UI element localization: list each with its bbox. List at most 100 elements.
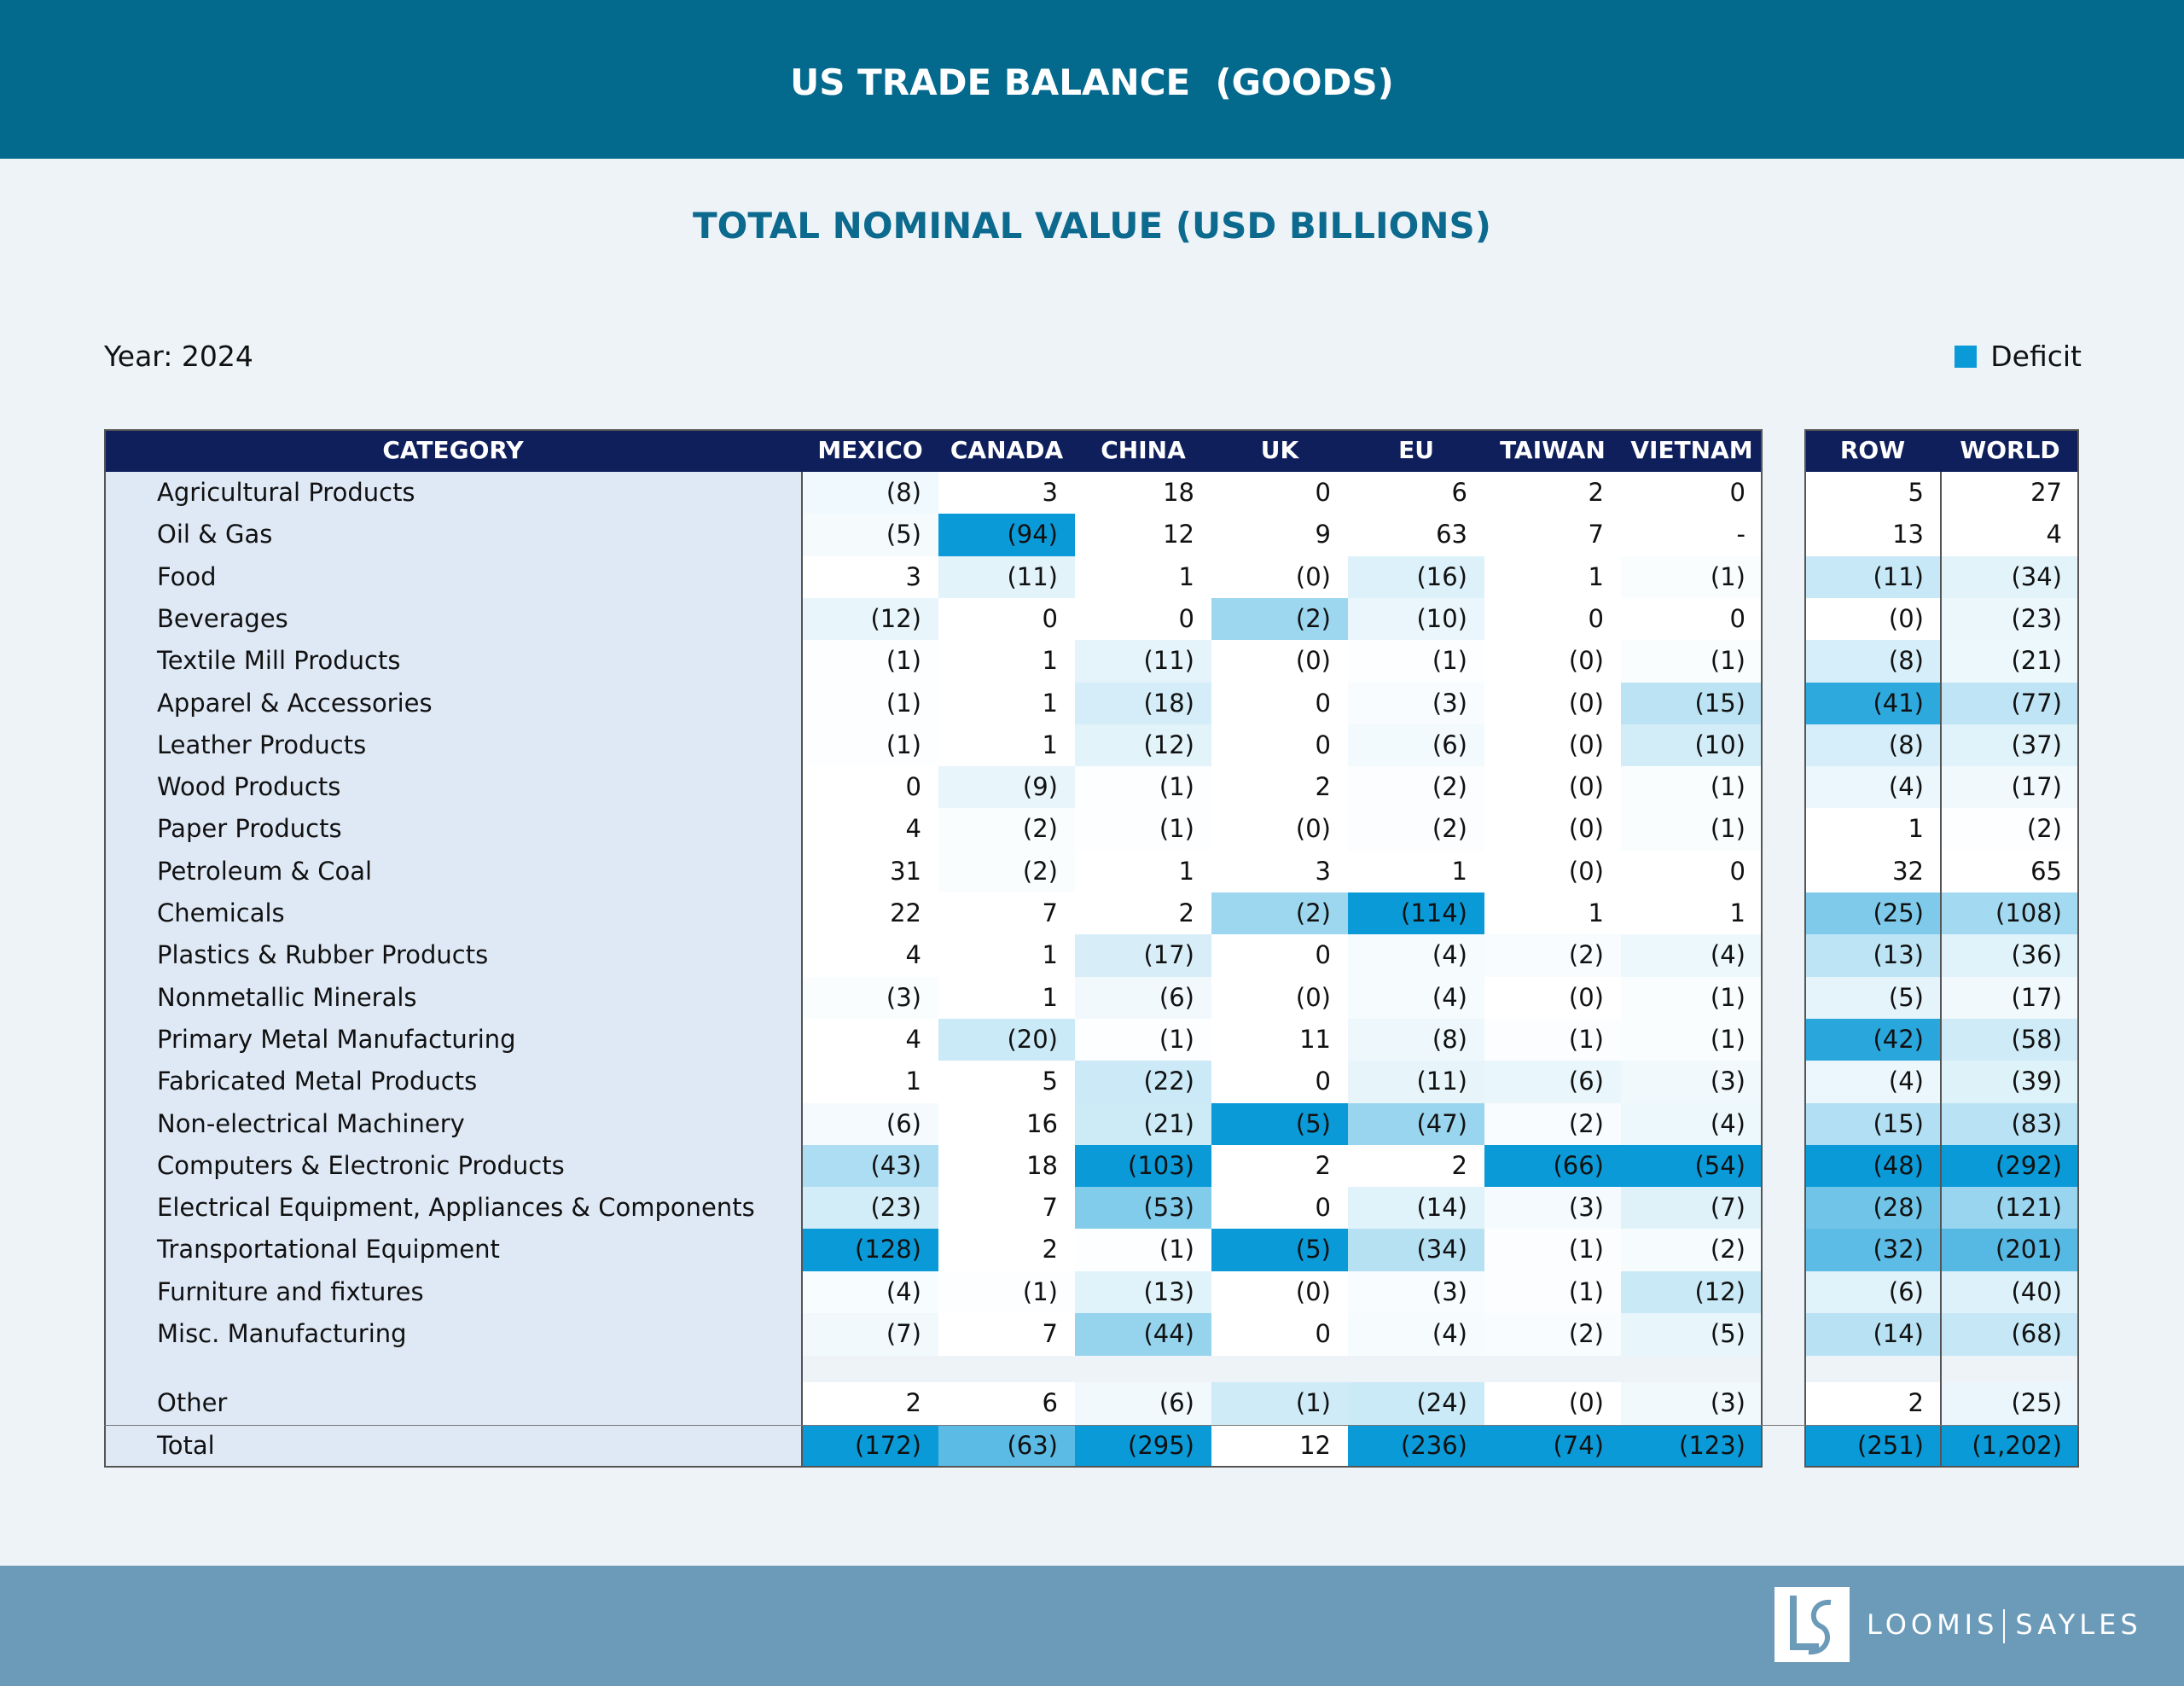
header-bar	[0, 0, 2184, 159]
value-cell: (58)	[1941, 1018, 2079, 1062]
value-cell: 1	[938, 640, 1075, 683]
brand: LOOMIS SAYLES	[1867, 1604, 2142, 1645]
value-cell: (2)	[1621, 1229, 1763, 1272]
value-cell: (3)	[1348, 1270, 1484, 1314]
value-cell: (32)	[1804, 1229, 1941, 1272]
column-header: VIETNAM	[1621, 429, 1763, 472]
value-cell: (1)	[1484, 1229, 1621, 1272]
table-border	[1804, 429, 2079, 1468]
value-cell: (0)	[1211, 976, 1348, 1020]
value-cell: 7	[1484, 514, 1621, 557]
logo	[1774, 1587, 1850, 1662]
value-cell: (4)	[1804, 766, 1941, 810]
value-cell: 1	[938, 682, 1075, 725]
value-cell: 5	[1804, 472, 1941, 515]
value-cell: (0)	[1484, 808, 1621, 852]
value-cell: 3	[938, 472, 1075, 515]
value-cell: (34)	[1941, 555, 2079, 599]
value-cell: (8)	[802, 472, 938, 515]
value-cell: (1)	[1484, 1270, 1621, 1314]
value-cell: (8)	[1348, 1018, 1484, 1062]
value-cell: (66)	[1484, 1144, 1621, 1189]
value-cell: (0)	[1211, 808, 1348, 852]
value-cell: (5)	[802, 514, 938, 557]
value-cell: (236)	[1348, 1424, 1484, 1468]
category-label: Total	[104, 1424, 802, 1468]
value-cell: (47)	[1348, 1102, 1484, 1146]
value-cell: (7)	[802, 1313, 938, 1357]
value-cell: 65	[1941, 850, 2079, 893]
category-label: Food	[104, 555, 802, 599]
category-label: Non-electrical Machinery	[104, 1102, 802, 1146]
column-divider	[1940, 472, 1942, 1468]
value-cell: (12)	[1075, 724, 1211, 768]
legend: Deficit	[1955, 340, 2082, 373]
value-cell: (10)	[1348, 597, 1484, 642]
brand-left: LOOMIS	[1867, 1608, 1999, 1641]
value-cell: (11)	[938, 555, 1075, 599]
value-cell: (2)	[1211, 597, 1348, 642]
value-cell: 1	[1484, 555, 1621, 599]
value-cell: (5)	[1211, 1102, 1348, 1146]
legend-label: Deficit	[1990, 340, 2082, 373]
value-cell: (172)	[802, 1424, 938, 1468]
value-cell: 2	[1075, 892, 1211, 936]
value-cell: (6)	[802, 1102, 938, 1146]
category-label: Oil & Gas	[104, 514, 802, 557]
value-cell: 0	[802, 766, 938, 810]
value-cell: 0	[1211, 724, 1348, 768]
value-cell: (4)	[1804, 1061, 1941, 1104]
value-cell: 2	[1804, 1382, 1941, 1426]
value-cell: (1)	[1075, 1229, 1211, 1272]
value-cell: 4	[802, 934, 938, 978]
value-cell: (94)	[938, 514, 1075, 557]
value-cell: (16)	[1348, 555, 1484, 599]
value-cell: 1	[802, 1061, 938, 1104]
value-cell: 0	[1621, 850, 1763, 893]
value-cell: (21)	[1941, 640, 2079, 683]
value-cell: (2)	[1211, 892, 1348, 936]
category-label: Agricultural Products	[104, 472, 802, 515]
value-cell: (25)	[1804, 892, 1941, 936]
category-label: Electrical Equipment, Appliances & Compo…	[104, 1187, 802, 1230]
value-cell: (12)	[802, 597, 938, 642]
value-cell: (0)	[1484, 640, 1621, 683]
value-cell: 1	[938, 724, 1075, 768]
value-cell: 11	[1211, 1018, 1348, 1062]
value-cell: (37)	[1941, 724, 2079, 768]
category-label: Fabricated Metal Products	[104, 1061, 802, 1104]
category-label: Apparel & Accessories	[104, 682, 802, 725]
value-cell: (295)	[1075, 1424, 1211, 1468]
category-label: Wood Products	[104, 766, 802, 810]
value-cell: (251)	[1804, 1424, 1941, 1468]
value-cell: (3)	[1484, 1187, 1621, 1230]
value-cell: (1)	[1075, 766, 1211, 810]
value-cell: (2)	[1484, 934, 1621, 978]
value-cell: (2)	[938, 808, 1075, 852]
column-header: WORLD	[1941, 429, 2079, 472]
value-cell: (22)	[1075, 1061, 1211, 1104]
value-cell: (1)	[938, 1270, 1075, 1314]
value-cell: (3)	[1621, 1382, 1763, 1426]
value-cell: (4)	[1348, 976, 1484, 1020]
value-cell: (2)	[1484, 1313, 1621, 1357]
column-header: CANADA	[938, 429, 1075, 472]
value-cell: (18)	[1075, 682, 1211, 725]
value-cell: (21)	[1075, 1102, 1211, 1146]
value-cell: (1)	[802, 682, 938, 725]
value-cell: (11)	[1804, 555, 1941, 599]
category-label: Transportational Equipment	[104, 1229, 802, 1272]
value-cell: 2	[802, 1382, 938, 1426]
value-cell: (13)	[1804, 934, 1941, 978]
value-cell: 5	[938, 1061, 1075, 1104]
value-cell: (0)	[1484, 976, 1621, 1020]
column-header: UK	[1211, 429, 1348, 472]
value-cell: (3)	[1348, 682, 1484, 725]
value-cell: 1	[938, 934, 1075, 978]
value-cell: 7	[938, 1187, 1075, 1230]
value-cell: (6)	[1484, 1061, 1621, 1104]
value-cell: (1)	[1621, 555, 1763, 599]
value-cell: (2)	[938, 850, 1075, 893]
value-cell: (9)	[938, 766, 1075, 810]
value-cell: (15)	[1621, 682, 1763, 725]
